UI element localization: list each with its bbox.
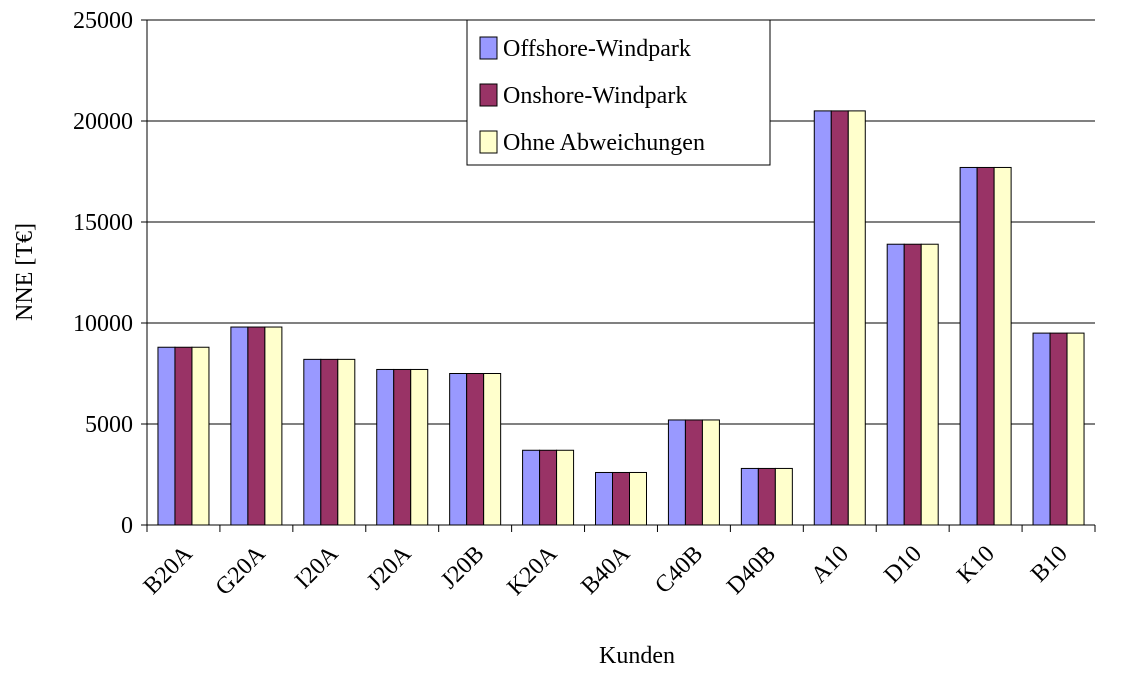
x-tick-label: B20A [139, 540, 198, 599]
bar [886, 243, 905, 526]
legend-label: Onshore-Windpark [503, 83, 687, 109]
x-tick-label: D10 [879, 541, 927, 589]
bar [247, 326, 266, 526]
bar [449, 373, 468, 526]
x-tick-label: D40B [722, 541, 781, 600]
bar [376, 368, 395, 526]
bar [612, 471, 630, 526]
legend-box [466, 19, 771, 166]
bar [595, 471, 613, 526]
bar [191, 346, 210, 526]
bar [556, 449, 575, 526]
bar [757, 467, 776, 526]
y-tick-label: 10000 [73, 311, 133, 337]
legend-label: Ohne Abweichungen [503, 130, 705, 156]
bar [1032, 332, 1051, 526]
bar [410, 368, 429, 526]
y-tick-label: 20000 [73, 109, 133, 135]
bar [920, 243, 939, 526]
x-axis-label: Kunden [599, 643, 675, 669]
bar [667, 419, 686, 526]
legend-swatch [479, 36, 498, 60]
bar [539, 449, 558, 526]
bar [629, 471, 647, 526]
bar [993, 166, 1012, 526]
bar [522, 449, 541, 526]
legend-label: Offshore-Windpark [503, 36, 691, 62]
y-tick-label: 0 [121, 513, 133, 539]
bar [1049, 332, 1068, 526]
bar [813, 110, 832, 526]
legend-swatch [479, 83, 498, 107]
x-tick-label: A10 [806, 541, 854, 589]
x-tick-label: B10 [1026, 541, 1073, 588]
x-tick-label: I20A [290, 540, 344, 594]
x-tick-label: C40B [650, 541, 708, 599]
x-tick-label: B40A [576, 540, 635, 599]
bar [230, 326, 249, 526]
x-tick-label: G20A [211, 540, 271, 600]
bar [483, 373, 502, 526]
x-tick-label: K10 [952, 541, 1000, 589]
bar [337, 358, 356, 526]
bar [701, 419, 720, 526]
y-tick-label: 5000 [85, 412, 133, 438]
bar [174, 346, 193, 526]
bar [303, 358, 322, 526]
y-tick-label: 25000 [73, 8, 133, 34]
bar [774, 467, 793, 526]
bar [320, 358, 339, 526]
bar [466, 373, 485, 526]
bar [903, 243, 922, 526]
bar [157, 346, 176, 526]
bar [1066, 332, 1085, 526]
bar [264, 326, 283, 526]
bar [830, 110, 849, 526]
y-axis-label: NNE [T€] [12, 223, 38, 321]
bar [393, 368, 412, 526]
bar [959, 166, 978, 526]
bar [847, 110, 866, 526]
legend-swatch [479, 130, 498, 154]
bar [976, 166, 995, 526]
x-tick-label: J20A [362, 540, 417, 595]
x-tick-label: J20B [436, 541, 489, 594]
bar [740, 467, 759, 526]
x-tick-label: K20A [502, 540, 562, 600]
y-tick-label: 15000 [73, 210, 133, 236]
bar [684, 419, 703, 526]
